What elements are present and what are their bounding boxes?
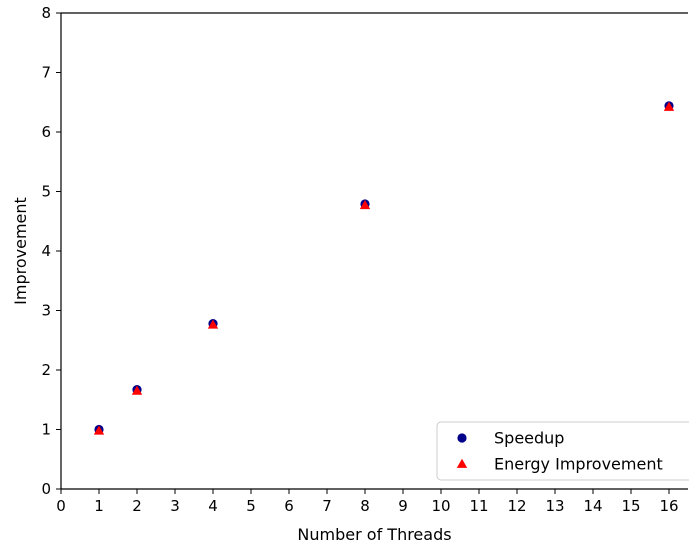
axes: [60, 12, 688, 490]
y-tick-label: 1: [41, 421, 51, 439]
x-tick-label: 10: [431, 497, 450, 515]
y-tick-label: 6: [41, 123, 51, 141]
x-tick-label: 12: [507, 497, 526, 515]
energy-improvement-point: [131, 385, 143, 395]
legend-energy-improvement-marker: [456, 458, 468, 468]
y-axis-label: Improvement: [11, 197, 30, 305]
energy-improvement-point: [207, 319, 219, 329]
x-tick-label: 7: [322, 497, 332, 515]
x-tick-label: 6: [284, 497, 294, 515]
y-tick-label: 7: [41, 64, 51, 82]
energy-improvement-point: [93, 425, 105, 435]
legend-energy-improvement-label: Energy Improvement: [494, 455, 663, 474]
y-tick-label: 5: [41, 183, 51, 201]
x-tick-label: 5: [246, 497, 256, 515]
energy-improvement-point: [359, 199, 371, 210]
x-tick-label: 15: [621, 497, 640, 515]
x-tick-label: 4: [208, 497, 218, 515]
legend-speedup-marker: [457, 433, 467, 443]
x-tick-label: 13: [545, 497, 564, 515]
x-tick-label: 1: [94, 497, 104, 515]
x-tick-label: 16: [659, 497, 678, 515]
data-marks: [93, 101, 675, 435]
x-tick-label: 8: [360, 497, 370, 515]
y-tick-label: 8: [41, 4, 51, 22]
x-axis-label: Number of Threads: [297, 525, 451, 544]
x-tick-label: 14: [583, 497, 602, 515]
x-tick-label: 2: [132, 497, 142, 515]
y-tick-label: 2: [41, 361, 51, 379]
legend-speedup-label: Speedup: [494, 429, 564, 448]
legend-box: [436, 421, 689, 481]
x-tick-label: 9: [398, 497, 408, 515]
x-tick-label: 0: [56, 497, 66, 515]
y-tick-label: 0: [41, 480, 51, 498]
y-tick-label: 3: [41, 302, 51, 320]
x-tick-label: 11: [469, 497, 488, 515]
y-tick-label: 4: [41, 242, 51, 260]
energy-improvement-point: [663, 101, 675, 111]
legend: Speedup Energy Improvement: [436, 421, 689, 481]
x-tick-label: 3: [170, 497, 180, 515]
